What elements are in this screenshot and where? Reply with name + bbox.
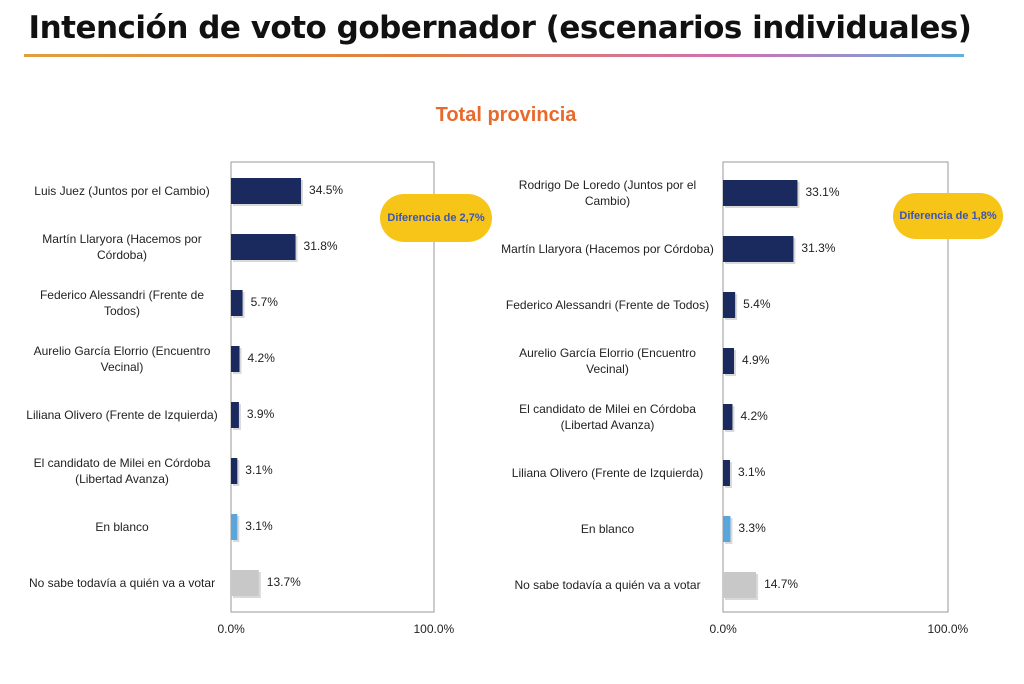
bar-1	[723, 180, 798, 206]
category-label: Federico Alessandri (Frente de Todos)	[39, 288, 205, 318]
bar-5	[723, 404, 733, 430]
bar-3	[231, 290, 243, 316]
category-label: Aurelio García Elorrio (Encuentro Vecina…	[519, 346, 696, 376]
value-label: 3.9%	[246, 407, 275, 421]
value-label: 3.1%	[245, 463, 273, 477]
plot-frame	[230, 161, 435, 613]
difference-annotation: Diferencia de 2,7%	[380, 194, 492, 242]
plot-frame	[722, 161, 949, 613]
bar-6	[723, 460, 730, 486]
value-label: 31.8%	[303, 239, 338, 253]
page-title: Intención de voto gobernador (escenarios…	[28, 10, 972, 46]
bar-2	[723, 236, 794, 262]
x-tick-label: 0.0%	[709, 622, 737, 636]
value-label: 31.3%	[801, 241, 836, 255]
value-label: 14.7%	[764, 577, 799, 591]
category-label: El candidato de Milei en Córdoba (Libert…	[33, 456, 211, 486]
difference-annotation: Diferencia de 1,8%	[893, 193, 1003, 239]
title-underline	[24, 54, 964, 57]
value-label: 4.2%	[740, 409, 768, 423]
x-tick-label: 100.0%	[927, 622, 969, 636]
x-tick-label: 100.0%	[413, 622, 455, 636]
value-label: 3.1%	[245, 519, 273, 533]
bar-1	[231, 178, 302, 204]
value-label: 4.9%	[742, 353, 770, 367]
bar-8	[231, 570, 259, 596]
category-label: Luis Juez (Juntos por el Cambio)	[34, 184, 210, 198]
value-label: 3.1%	[737, 465, 766, 479]
chart-subtitle: Total provincia	[435, 104, 577, 126]
category-label: Liliana Olivero (Frente de Izquierda)	[26, 408, 218, 422]
category-label: En blanco	[580, 522, 635, 536]
category-label: No sabe todavía a quién va a votar	[28, 576, 216, 590]
bar-8	[723, 572, 757, 598]
bar-5	[231, 402, 239, 428]
category-label: No sabe todavía a quién va a votar	[514, 578, 701, 592]
bar-4	[231, 346, 240, 372]
category-label: El candidato de Milei en Córdoba (Libert…	[519, 402, 696, 432]
category-label: Aurelio García Elorrio (Encuentro Vecina…	[33, 344, 211, 374]
bar-6	[231, 458, 238, 484]
bar-2	[231, 234, 296, 260]
value-label: 33.1%	[805, 185, 840, 199]
value-label: 34.5%	[309, 183, 344, 197]
bar-7	[723, 516, 731, 542]
bar-7	[231, 514, 238, 540]
value-label: 5.7%	[250, 295, 278, 309]
bar-3	[723, 292, 736, 318]
category-label: Martín Llaryora (Hacemos por Córdoba)	[501, 242, 714, 256]
category-label: Martín Llaryora (Hacemos por Córdoba)	[42, 232, 202, 262]
category-label: Liliana Olivero (Frente de Izquierda)	[511, 466, 704, 480]
value-label: 3.3%	[738, 521, 766, 535]
value-label: 5.4%	[743, 297, 771, 311]
bar-4	[723, 348, 735, 374]
category-label: Federico Alessandri (Frente de Todos)	[505, 298, 710, 312]
value-label: 4.2%	[247, 351, 275, 365]
x-tick-label: 0.0%	[217, 622, 245, 636]
category-label: Rodrigo De Loredo (Juntos por el Cambio)	[518, 178, 697, 208]
value-label: 13.7%	[266, 575, 301, 589]
category-label: En blanco	[95, 520, 149, 534]
